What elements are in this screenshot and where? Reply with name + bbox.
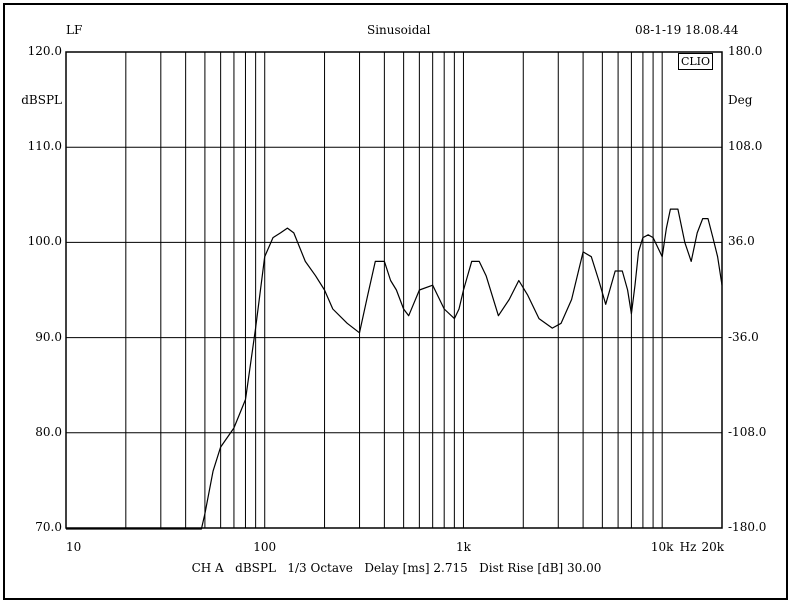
x-tick-label: 100 xyxy=(253,540,277,554)
x-tick-label: 10k xyxy=(650,540,674,554)
y2-axis-title: Deg xyxy=(728,93,753,107)
x-tick-label: 1k xyxy=(455,540,471,554)
y2-tick-label: 108.0 xyxy=(728,139,763,154)
x-tick-label: 20k xyxy=(701,540,724,554)
y-tick-label: 100.0 xyxy=(27,234,62,249)
x-tick-label: 10 xyxy=(66,540,82,554)
y-axis-title: dBSPL xyxy=(21,93,62,107)
measurement-mode: Sinusoidal xyxy=(367,23,431,37)
y-tick-label: 70.0 xyxy=(35,520,62,534)
y2-tick-label: 36.0 xyxy=(728,234,755,249)
y-tick-label: 110.0 xyxy=(27,139,62,154)
timestamp: 08-1-19 18.08.44 xyxy=(635,23,739,37)
clio-badge: CLIO xyxy=(678,53,713,70)
spl-response-line xyxy=(66,208,723,530)
y-tick-label: 80.0 xyxy=(35,424,62,439)
y2-tick-label: 180.0 xyxy=(728,44,763,58)
y2-tick-label: -180.0 xyxy=(728,520,767,534)
x-tick-label: Hz xyxy=(679,540,697,554)
chart-frame xyxy=(3,3,788,600)
y-tick-label: 90.0 xyxy=(35,329,62,344)
y2-tick-label: -36.0 xyxy=(728,329,759,344)
y-tick-label: 120.0 xyxy=(27,44,62,58)
plot-area xyxy=(65,51,723,529)
channel-label: LF xyxy=(66,23,83,37)
measurement-settings: CH A dBSPL 1/3 Octave Delay [ms] 2.715 D… xyxy=(191,561,602,575)
y2-tick-label: -108.0 xyxy=(728,424,767,439)
